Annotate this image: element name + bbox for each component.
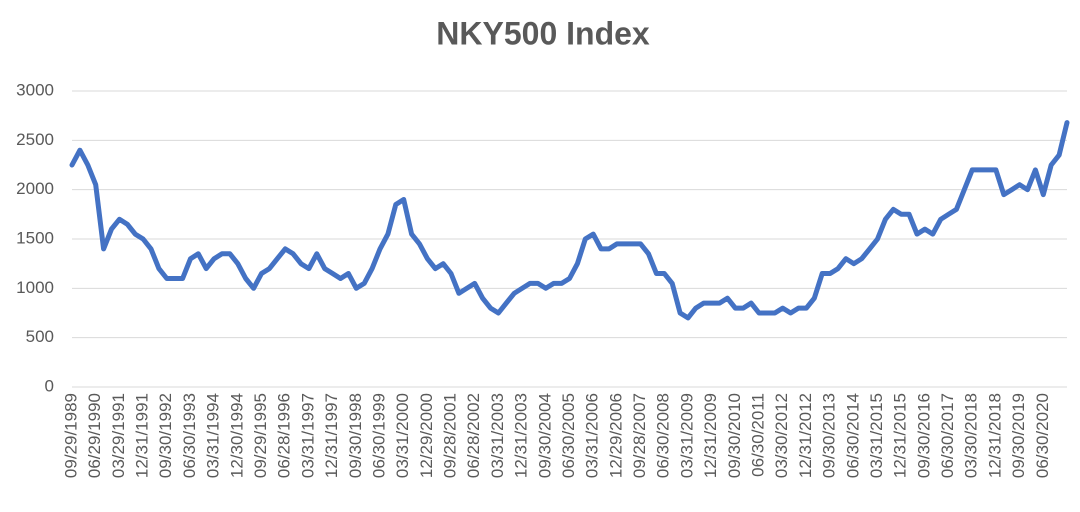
x-tick-label: 12/31/1991: [133, 393, 152, 478]
x-tick-label: 03/31/2009: [677, 393, 696, 478]
x-tick-label: 09/30/2016: [914, 393, 933, 478]
x-tick-label: 06/29/1990: [85, 393, 104, 478]
x-tick-label: 06/28/1996: [275, 393, 294, 478]
x-tick-label: 09/30/2010: [725, 393, 744, 478]
x-tick-label: 06/30/2020: [1033, 393, 1052, 478]
x-tick-label: 12/31/2018: [985, 393, 1004, 478]
y-tick-label: 1500: [16, 228, 54, 247]
x-tick-label: 09/30/1992: [156, 393, 175, 478]
x-tick-label: 06/30/2011: [749, 393, 768, 477]
x-tick-label: 09/28/2001: [441, 393, 460, 478]
x-tick-label: 06/30/1993: [180, 393, 199, 478]
x-tick-label: 12/29/2006: [606, 393, 625, 478]
x-tick-label: 09/30/2004: [535, 393, 554, 478]
x-tick-label: 03/30/2018: [962, 393, 981, 478]
x-tick-label: 03/31/1994: [204, 393, 223, 478]
x-tick-label: 06/30/2005: [559, 393, 578, 478]
x-tick-label: 09/30/2013: [820, 393, 839, 478]
x-tick-label: 06/30/2014: [843, 393, 862, 478]
x-tick-label: 09/30/1998: [346, 393, 365, 478]
x-tick-label: 12/31/2012: [796, 393, 815, 478]
x-tick-label: 09/30/2019: [1009, 393, 1028, 478]
x-tick-label: 03/29/1991: [109, 393, 128, 478]
chart-title: NKY500 Index: [436, 15, 650, 51]
y-tick-label: 0: [45, 376, 54, 395]
x-tick-label: 09/29/1989: [61, 393, 80, 478]
y-tick-label: 1000: [16, 278, 54, 297]
x-tick-label: 03/30/2012: [772, 393, 791, 478]
y-tick-label: 2000: [16, 179, 54, 198]
x-tick-label: 03/31/2006: [583, 393, 602, 478]
x-tick-label: 12/29/2000: [417, 393, 436, 478]
x-tick-label: 06/30/2008: [654, 393, 673, 478]
x-tick-label: 12/31/2009: [701, 393, 720, 478]
x-tick-label: 09/28/2007: [630, 393, 649, 478]
x-tick-label: 06/28/2002: [464, 393, 483, 478]
x-tick-label: 03/31/1997: [298, 393, 317, 478]
x-tick-label: 12/31/1997: [322, 393, 341, 478]
x-tick-label: 03/31/2000: [393, 393, 412, 478]
data-line: [69, 120, 1070, 321]
x-tick-label: 12/31/2015: [891, 393, 910, 478]
x-tick-label: 12/30/1994: [227, 393, 246, 478]
x-tick-label: 03/31/2003: [488, 393, 507, 478]
x-tick-label: 03/31/2015: [867, 393, 886, 478]
x-tick-label: 09/29/1995: [251, 393, 270, 478]
x-tick-label: 12/31/2003: [512, 393, 531, 478]
y-tick-label: 500: [26, 327, 54, 346]
y-tick-label: 2500: [16, 130, 54, 149]
y-tick-label: 3000: [16, 80, 54, 99]
x-tick-label: 06/30/1999: [369, 393, 388, 478]
x-tick-label: 06/30/2017: [938, 393, 957, 478]
